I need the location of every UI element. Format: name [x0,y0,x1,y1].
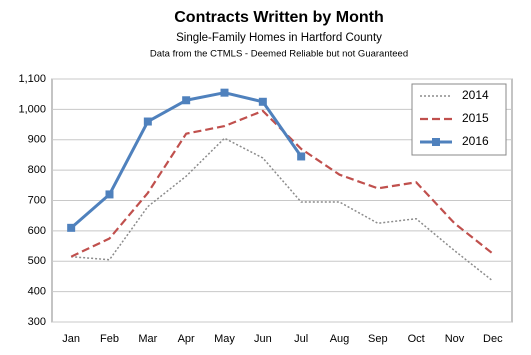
x-tick-label: Nov [445,333,465,345]
legend-label: 2016 [462,134,489,148]
y-tick-label: 800 [28,164,46,176]
y-tick-label: 300 [28,316,46,328]
legend-marker [432,138,440,146]
y-tick-label: 900 [28,134,46,146]
y-tick-label: 400 [28,286,46,298]
x-tick-label: Mar [138,333,157,345]
point-marker [105,190,114,199]
chart-note: Data from the CTMLS - Deemed Reliable bu… [150,49,408,60]
chart-subtitle: Single-Family Homes in Hartford County [176,32,382,44]
y-tick-label: 700 [28,194,46,206]
y-tick-label: 1,100 [18,73,46,85]
point-marker [297,152,306,161]
point-marker [143,117,152,126]
point-marker [182,96,191,105]
x-tick-label: Jun [254,333,272,345]
point-marker [220,88,229,97]
series-line [71,137,494,282]
x-tick-label: Jul [294,333,308,345]
point-marker [67,223,76,232]
x-tick-label: Dec [483,333,503,345]
legend-label: 2015 [462,111,489,125]
y-tick-label: 500 [28,255,46,267]
y-tick-label: 1,000 [18,103,46,115]
legend-label: 2014 [462,88,489,102]
x-tick-label: Apr [178,333,195,345]
chart-title: Contracts Written by Month [174,9,383,26]
series-line [70,91,303,229]
y-tick-label: 600 [28,225,46,237]
x-tick-label: Sep [368,333,388,345]
x-tick-label: Jan [62,333,80,345]
x-tick-label: Aug [330,333,350,345]
point-marker [258,97,267,106]
x-tick-label: Oct [408,333,425,345]
x-tick-label: Feb [100,333,119,345]
x-tick-label: May [214,333,235,345]
